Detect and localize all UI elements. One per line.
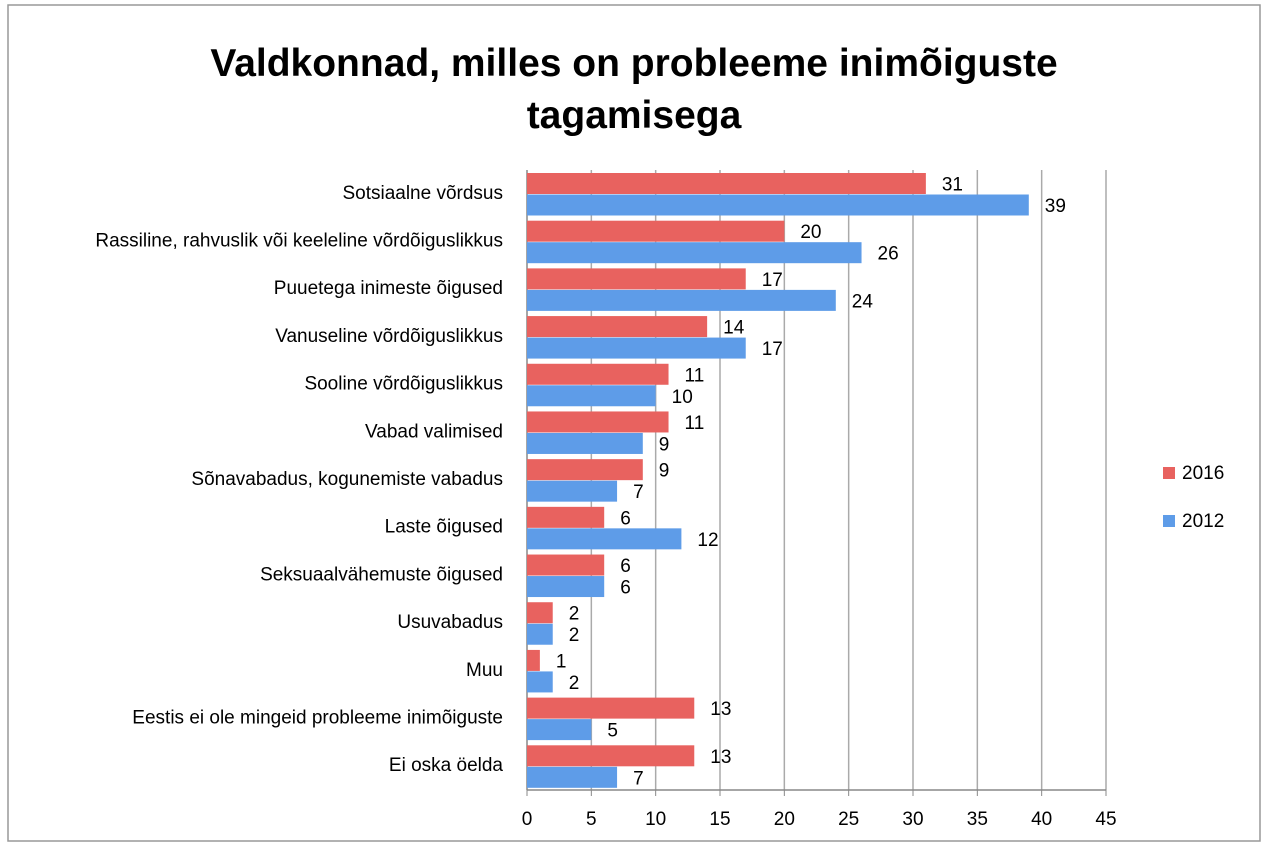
- bar: [527, 459, 643, 481]
- bar: [527, 506, 605, 528]
- bar: [527, 337, 746, 359]
- legend-label: 2016: [1182, 463, 1224, 484]
- bar: [527, 194, 1029, 216]
- bar: [527, 220, 785, 242]
- x-tick-label: 20: [774, 809, 795, 830]
- value-label: 10: [672, 387, 693, 408]
- legend-swatch: [1163, 515, 1175, 527]
- x-tick-label: 25: [838, 809, 859, 830]
- frame: [7, 4, 1261, 842]
- value-label: 31: [942, 175, 963, 196]
- x-tick-label: 45: [1095, 809, 1116, 830]
- y-tick-label: Vanuseline võrdõiguslikkus: [275, 326, 503, 347]
- y-tick-label: Sooline võrdõiguslikkus: [304, 374, 503, 395]
- value-label: 11: [685, 365, 705, 386]
- bar: [527, 289, 836, 311]
- x-tick-label: 0: [522, 809, 533, 830]
- value-label: 7: [633, 482, 644, 503]
- value-label: 2: [569, 673, 580, 694]
- x-tick-label: 5: [586, 809, 597, 830]
- x-tick-label: 30: [902, 809, 923, 830]
- bar: [527, 432, 643, 454]
- bar: [527, 480, 618, 502]
- x-tick-label: 15: [709, 809, 730, 830]
- value-label: 24: [852, 291, 874, 312]
- value-label: 9: [659, 461, 670, 482]
- value-label: 26: [878, 244, 899, 265]
- value-label: 14: [723, 318, 745, 339]
- value-label: 1: [556, 651, 567, 672]
- value-label: 39: [1045, 196, 1066, 217]
- value-label: 12: [697, 530, 718, 551]
- x-tick-label: 40: [1031, 809, 1052, 830]
- value-label: 9: [659, 434, 670, 455]
- value-label: 6: [620, 556, 631, 577]
- chart-title: Valdkonnad, milles on probleeme inimõigu…: [210, 42, 1058, 137]
- value-label: 20: [800, 222, 821, 243]
- value-label: 11: [685, 413, 705, 434]
- value-label: 13: [710, 699, 731, 720]
- bar: [527, 316, 708, 338]
- y-tick-label: Muu: [466, 660, 503, 681]
- bar: [527, 411, 669, 433]
- value-label: 6: [620, 508, 631, 529]
- bar: [527, 649, 540, 671]
- legend-label: 2012: [1182, 511, 1224, 532]
- y-tick-label: Vabad valimised: [365, 421, 503, 442]
- value-label: 17: [762, 270, 783, 291]
- y-tick-label: Laste õigused: [385, 517, 503, 538]
- bar: [527, 268, 746, 290]
- bar: [527, 363, 669, 385]
- bar: [527, 602, 553, 624]
- y-tick-label: Rassiline, rahvuslik või keeleline võrdõ…: [95, 231, 503, 252]
- y-tick-label: Ei oska öelda: [389, 755, 504, 776]
- y-tick-label: Puuetega inimeste õigused: [274, 278, 503, 299]
- bar: [527, 554, 605, 576]
- value-label: 2: [569, 604, 580, 625]
- bar: [527, 766, 618, 788]
- x-tick-label: 35: [967, 809, 988, 830]
- value-label: 7: [633, 768, 644, 789]
- y-tick-label: Sotsiaalne võrdsus: [342, 183, 503, 204]
- value-label: 5: [607, 721, 618, 742]
- value-label: 2: [569, 625, 580, 646]
- value-label: 17: [762, 339, 783, 360]
- y-tick-label: Seksuaalvähemuste õigused: [260, 564, 503, 585]
- legend-swatch: [1163, 467, 1175, 479]
- y-tick-label: Eestis ei ole mingeid probleeme inimõigu…: [132, 707, 503, 728]
- bar: [527, 719, 592, 741]
- bar: [527, 385, 656, 407]
- bar: [527, 671, 553, 693]
- bar: [527, 242, 862, 264]
- y-tick-label: Usuvabadus: [397, 612, 503, 633]
- value-label: 6: [620, 578, 631, 599]
- bar: [527, 697, 695, 719]
- bar: [527, 528, 682, 550]
- bar: [527, 173, 926, 194]
- bar: [527, 745, 695, 767]
- bar: [527, 623, 553, 645]
- y-tick-label: Sõnavabadus, kogunemiste vabadus: [191, 469, 503, 490]
- value-label: 13: [710, 747, 731, 768]
- bar: [527, 576, 605, 598]
- x-tick-label: 10: [645, 809, 666, 830]
